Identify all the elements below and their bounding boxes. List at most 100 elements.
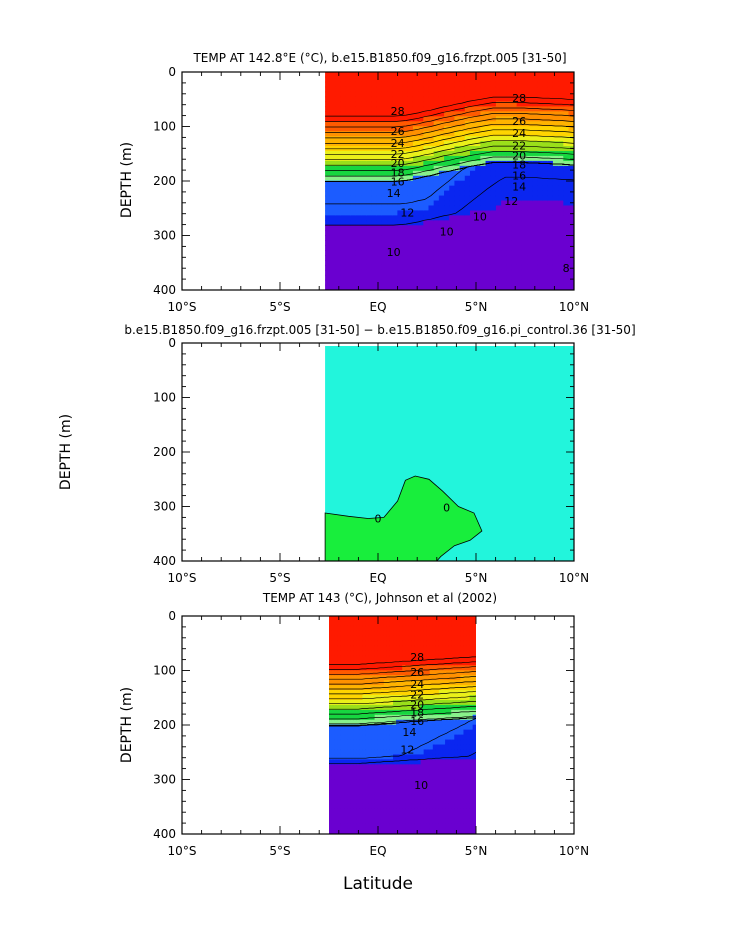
field-cell: [435, 784, 440, 790]
contour-label: 12: [400, 207, 414, 220]
field-cell: [399, 744, 403, 751]
field-cell: [356, 714, 361, 721]
field-cell: [340, 680, 345, 686]
field-cell: [506, 111, 513, 118]
field-cell: [335, 245, 342, 251]
field-cell: [325, 205, 331, 212]
field-cell: [362, 690, 367, 696]
field-cell: [414, 655, 419, 662]
field-cell: [420, 739, 425, 746]
field-cell: [423, 185, 430, 192]
field-cell: [417, 764, 422, 771]
field-cell: [516, 155, 523, 162]
field-cell: [457, 754, 462, 761]
field-cell: [552, 121, 559, 127]
field-cell: [438, 259, 445, 266]
field-cell: [361, 195, 368, 202]
field-cell: [547, 86, 554, 93]
field-cell: [563, 86, 570, 93]
field-cell: [386, 794, 391, 800]
field-cell: [386, 769, 391, 776]
field-cell: [408, 650, 413, 657]
field-cell: [402, 823, 407, 830]
field-cell: [380, 655, 385, 662]
field-cell: [532, 141, 539, 147]
field-cell: [444, 225, 451, 232]
field-cell: [359, 699, 364, 706]
field-cell: [472, 709, 476, 716]
field-cell: [331, 789, 336, 795]
field-cell: [392, 210, 399, 217]
field-cell: [356, 813, 361, 820]
field-cell: [335, 165, 342, 172]
field-cell: [381, 284, 388, 290]
field-cell: [423, 96, 430, 103]
field-cell: [449, 180, 456, 187]
field-cell: [521, 220, 528, 227]
field-cell: [429, 729, 434, 736]
field-cell: [448, 739, 452, 746]
field-cell: [469, 230, 476, 236]
field-cell: [438, 823, 443, 830]
field-cell: [386, 709, 391, 716]
field-cell: [350, 81, 357, 88]
field-cell: [516, 131, 523, 137]
field-cell: [511, 215, 518, 222]
field-cell: [334, 714, 339, 721]
field-cell: [344, 675, 348, 681]
field-cell: [334, 754, 339, 761]
field-cell: [457, 818, 462, 825]
field-cell: [383, 650, 388, 657]
field-cell: [423, 106, 430, 113]
field-cell: [396, 764, 400, 771]
field-cell: [383, 670, 388, 676]
field-cell: [412, 269, 419, 276]
field-cell: [350, 665, 354, 671]
field-cell: [383, 685, 388, 691]
field-cell: [408, 680, 413, 686]
field-cell: [380, 650, 385, 657]
x-tick-label: EQ: [369, 300, 386, 314]
field-cell: [359, 714, 364, 721]
field-cell: [399, 704, 403, 711]
field-cell: [366, 111, 373, 118]
field-cell: [542, 170, 549, 177]
field-cell: [376, 180, 383, 187]
field-cell: [386, 630, 391, 637]
field-cell: [495, 220, 502, 227]
field-cell: [428, 76, 435, 83]
field-cell: [432, 709, 437, 716]
field-cell: [345, 279, 352, 286]
field-cell: [466, 794, 471, 800]
field-cell: [490, 155, 497, 162]
field-cell: [376, 259, 383, 266]
field-cell: [435, 789, 440, 795]
field-cell: [380, 813, 385, 820]
field-cell: [466, 759, 471, 766]
zero-contour-region: [324, 475, 483, 562]
field-cell: [402, 136, 409, 142]
field-cell: [428, 141, 435, 147]
field-cell: [417, 616, 422, 622]
field-cell: [399, 709, 403, 716]
field-cell: [335, 126, 342, 132]
field-cell: [345, 200, 352, 207]
field-cell: [399, 813, 403, 820]
field-cell: [381, 131, 388, 137]
field-cell: [365, 645, 370, 652]
field-cell: [466, 640, 471, 647]
field-cell: [428, 190, 435, 197]
field-cell: [387, 116, 393, 123]
field-cell: [334, 734, 339, 741]
contour-label: 10: [414, 779, 428, 792]
field-cell: [359, 729, 364, 736]
field-cell: [448, 808, 452, 815]
field-cell: [495, 150, 502, 157]
field-cell: [335, 210, 342, 217]
field-cell: [527, 269, 534, 276]
field-cell: [537, 81, 544, 88]
field-cell: [490, 255, 497, 261]
field-cell: [527, 141, 534, 147]
field-cell: [568, 240, 574, 246]
field-cell: [337, 675, 342, 681]
